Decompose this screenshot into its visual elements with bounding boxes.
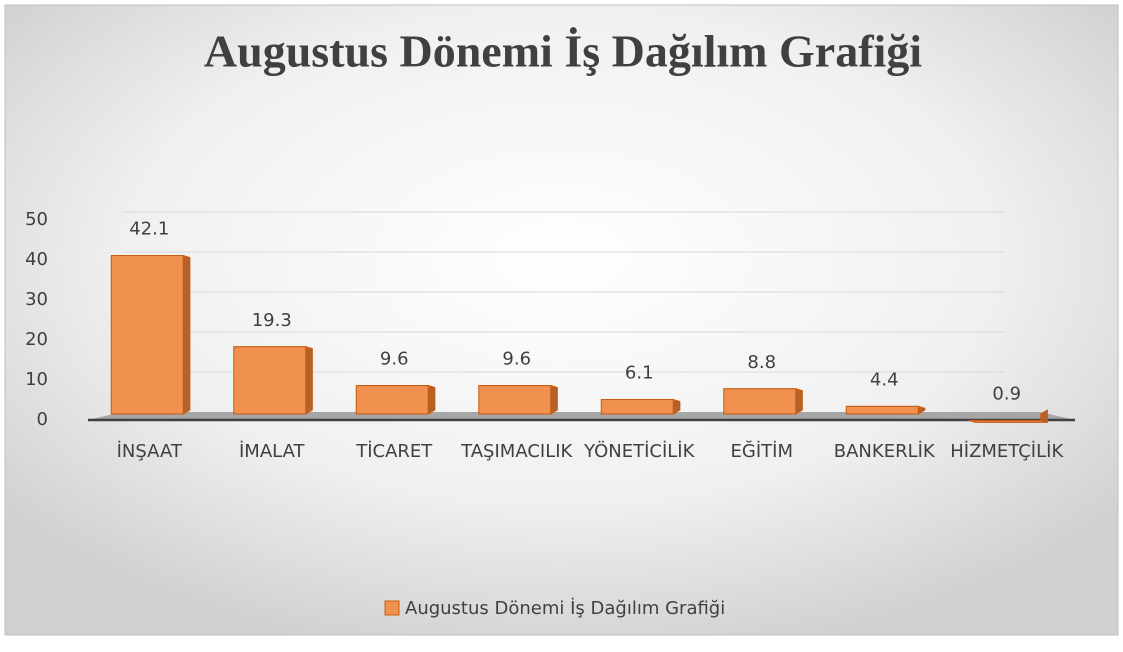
bar [968,409,1048,424]
legend-swatch [384,600,400,616]
data-label: 6.1 [625,363,654,384]
bar-front [110,255,184,415]
bar [600,398,681,415]
chart-background [4,4,1119,636]
bar [233,346,313,415]
data-label: 9.6 [380,349,409,370]
bar-front [355,385,429,415]
bar-side [182,254,191,415]
bar [845,405,926,415]
bar [723,388,803,415]
x-tick-label: İNŞAAT [117,441,183,462]
data-label: 8.8 [747,352,776,373]
bar-side [795,388,803,415]
bar-side [427,384,436,415]
x-tick-label: EĞİTİM [731,440,793,462]
y-tick-label: 30 [25,289,48,310]
bar-front [723,388,797,415]
data-label: 0.9 [992,383,1021,404]
data-label: 42.1 [129,219,169,240]
y-tick-label: 10 [25,369,48,390]
bar [478,384,558,415]
bar-front [478,385,552,415]
bar-front [845,405,919,415]
floor [88,412,1075,420]
bar-side [305,346,313,415]
data-label: 19.3 [252,310,292,331]
y-tick-label: 40 [25,249,48,270]
chart-title: Augustus Dönemi İş Dağılım Grafiği [204,26,922,77]
bar-side [550,384,558,415]
x-tick-label: TAŞIMACILIK [460,441,573,462]
bar-front [600,399,674,415]
x-tick-label: BANKERLİK [834,441,936,462]
bar [355,384,436,415]
y-tick-label: 50 [25,209,48,230]
bar-top [968,419,1048,423]
data-label: 4.4 [870,369,899,390]
legend-label: Augustus Dönemi İş Dağılım Grafiği [405,598,725,619]
x-tick-label: İMALAT [239,441,306,462]
y-tick-label: 0 [37,409,48,430]
x-tick-label: YÖNETİCİLİK [583,440,696,462]
y-tick-label: 20 [25,329,48,350]
bar-front [233,346,307,415]
x-tick-label: HİZMETÇİLİK [950,441,1064,462]
bar [110,254,191,415]
x-tick-label: TİCARET [355,441,433,462]
data-label: 9.6 [502,349,531,370]
